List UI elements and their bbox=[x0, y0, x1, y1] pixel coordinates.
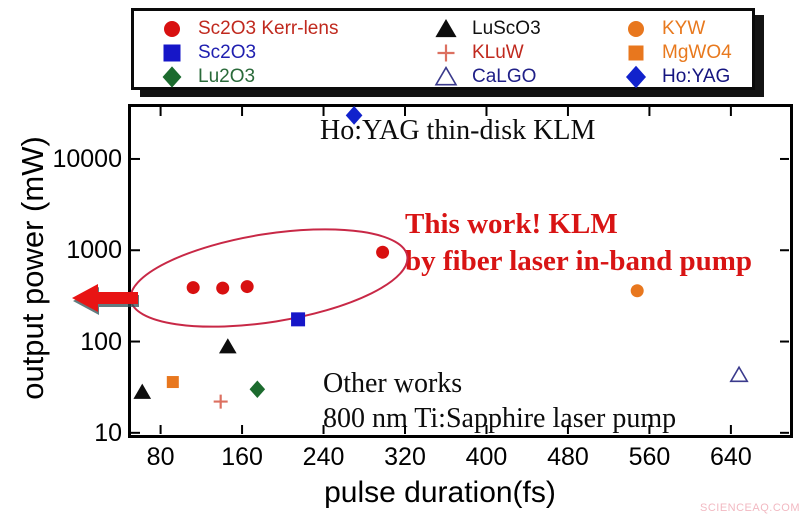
x-axis-label: pulse duration(fs) bbox=[324, 476, 556, 509]
circle-marker-icon bbox=[628, 20, 644, 37]
legend-item-sc2o3-kerr-lens: Sc2O3 Kerr-lens bbox=[134, 17, 434, 40]
x-tick-label: 320 bbox=[384, 443, 426, 471]
x-tick-label: 400 bbox=[465, 443, 508, 471]
legend-marker-glyph bbox=[628, 20, 644, 37]
triangle-open-marker-icon bbox=[434, 65, 458, 86]
legend-marker-glyph bbox=[628, 45, 644, 60]
legend-marker-glyph bbox=[163, 44, 181, 61]
y-tick-label: 10000 bbox=[52, 144, 122, 173]
diamond-marker-icon bbox=[162, 65, 182, 88]
legend-label: KYW bbox=[662, 18, 706, 39]
legend-item-lusco3: LuScO3 bbox=[434, 17, 624, 40]
x-tick-label: 160 bbox=[221, 443, 263, 471]
legend-label: Sc2O3 bbox=[198, 42, 257, 63]
legend-label: KLuW bbox=[472, 42, 524, 63]
legend-marker-glyph bbox=[164, 20, 180, 37]
x-tick-label: 640 bbox=[710, 443, 752, 471]
annotation-other-works-line2: 800 nm Ti:Sapphire laser pump bbox=[323, 403, 677, 434]
y-tick-label: 100 bbox=[80, 327, 122, 356]
legend-item-calgo: CaLGO bbox=[434, 65, 624, 88]
legend-item-lu2o3: Lu2O3 bbox=[134, 65, 434, 88]
legend: Sc2O3 Kerr-lens Sc2O3 Lu2O3 LuScO3 KLuW CaLGO… bbox=[131, 8, 755, 90]
legend-label: MgWO4 bbox=[662, 42, 732, 63]
legend-label: Sc2O3 Kerr-lens bbox=[198, 18, 339, 39]
legend-item-sc2o3: Sc2O3 bbox=[134, 41, 434, 64]
x-tick-label: 480 bbox=[547, 443, 589, 471]
annotation-hoyag: Ho:YAG thin-disk KLM bbox=[320, 115, 596, 146]
legend-item-kluw: KLuW bbox=[434, 41, 624, 64]
legend-label: Ho:YAG bbox=[662, 66, 731, 87]
square-marker-icon bbox=[163, 44, 181, 61]
x-tick-label: 560 bbox=[628, 443, 671, 471]
annotation-other-works-line1: Other works bbox=[323, 368, 463, 399]
y-tick-label: 1000 bbox=[66, 236, 122, 265]
y-tick-label: 10 bbox=[94, 418, 122, 447]
annotation-other-works: Other works 800 nm Ti:Sapphire laser pum… bbox=[323, 366, 676, 436]
x-tick-label: 240 bbox=[302, 443, 345, 471]
x-tick-label: 80 bbox=[146, 443, 175, 471]
legend-item-kyw: KYW bbox=[624, 17, 752, 40]
annotation-this-work-line2: by fiber laser in-band pump bbox=[405, 245, 753, 277]
legend-item-mgwo4: MgWO4 bbox=[624, 41, 752, 64]
circle-marker-icon bbox=[164, 20, 180, 37]
legend-marker-glyph bbox=[435, 18, 457, 37]
plus-marker-icon bbox=[437, 44, 455, 61]
square-marker-icon bbox=[628, 45, 644, 60]
annotation-this-work-line1: This work! KLM bbox=[405, 208, 618, 240]
legend-label: Lu2O3 bbox=[198, 66, 256, 87]
legend-marker-glyph bbox=[434, 65, 458, 86]
legend-label: LuScO3 bbox=[472, 18, 541, 39]
legend-item-ho-yag: Ho:YAG bbox=[624, 65, 752, 88]
legend-marker-glyph bbox=[437, 44, 455, 61]
triangle-marker-icon bbox=[435, 18, 457, 37]
annotation-this-work: This work! KLM by fiber laser in-band pu… bbox=[405, 206, 752, 280]
legend-marker-glyph bbox=[626, 65, 646, 88]
legend-label: CaLGO bbox=[472, 66, 537, 87]
watermark: SCIENCEAQ.COM bbox=[700, 502, 800, 514]
legend-marker-glyph bbox=[162, 65, 182, 88]
diamond-marker-icon bbox=[626, 65, 646, 88]
